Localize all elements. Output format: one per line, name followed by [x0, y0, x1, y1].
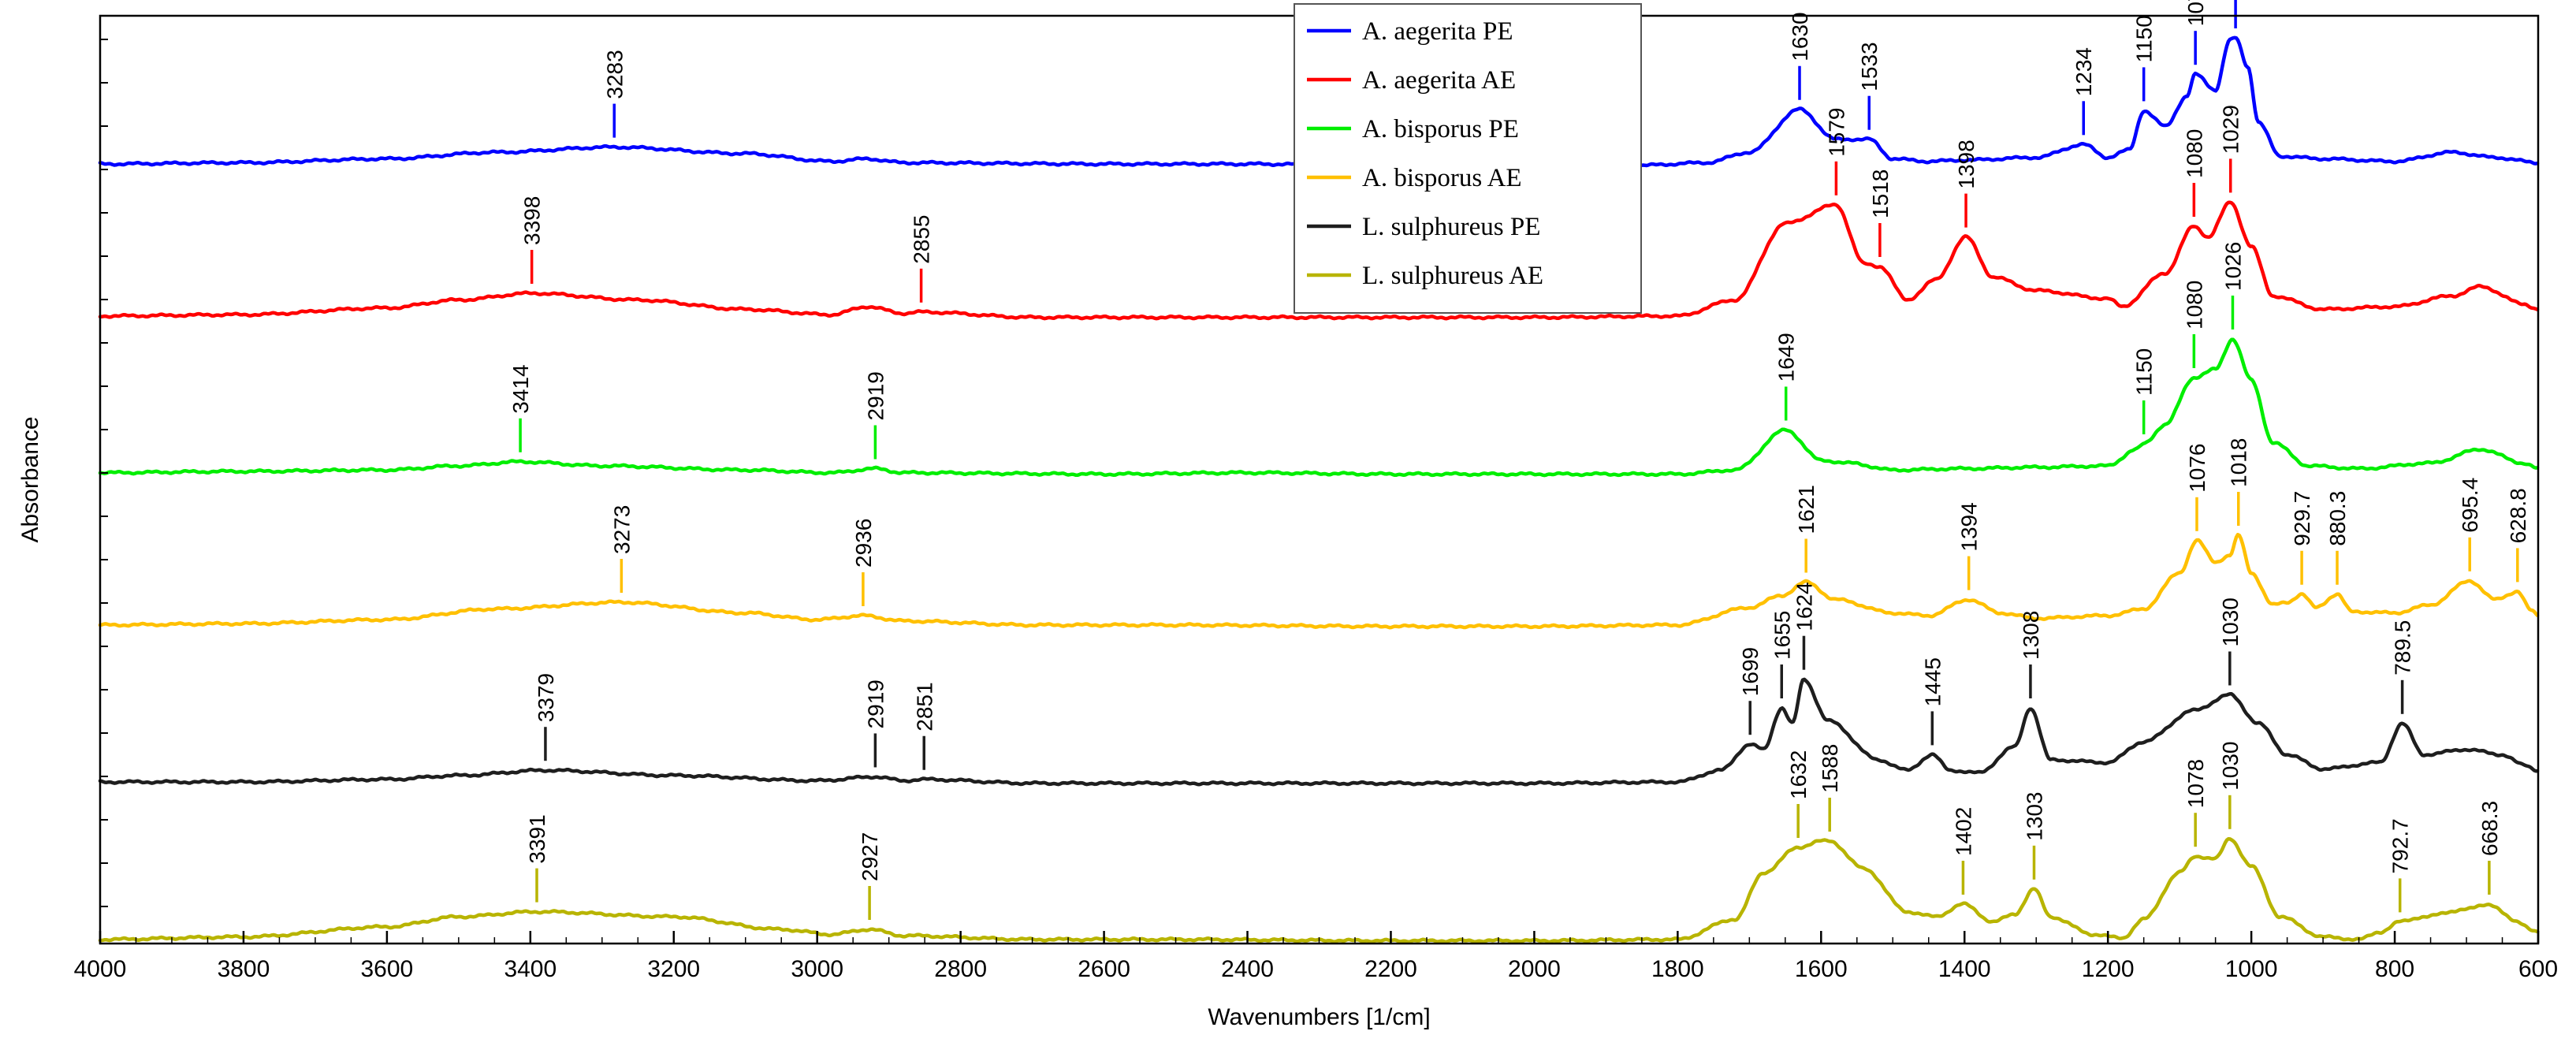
peak-label: 1649: [1774, 333, 1799, 382]
peak-label: 929.7: [2290, 491, 2314, 546]
series-line-l-sulphureus-ae: [98, 836, 2540, 944]
x-tick-label: 1800: [1651, 956, 1704, 982]
x-tick-label: 2800: [934, 956, 987, 982]
peak-label: 1150: [2132, 348, 2157, 396]
x-tick-label: 2400: [1221, 956, 1274, 982]
peak-label: 789.5: [2391, 620, 2415, 676]
peak-label: 1394: [1957, 502, 1982, 551]
legend-entry-l-sulphureus-pe: L. sulphureus PE: [1362, 213, 1540, 241]
peak-label: 2919: [863, 679, 888, 728]
peak-label: 2851: [912, 682, 936, 731]
x-tick-label: 3800: [218, 956, 270, 982]
peak-label: 1026: [2220, 242, 2245, 291]
legend-entry-a-bisporus-pe: A. bisporus PE: [1362, 115, 1519, 143]
legend: A. aegerita PE A. aegerita AE A. bisporus …: [1294, 3, 1642, 314]
peak-label: 1029: [2219, 105, 2243, 154]
x-tick-label: 1400: [1938, 956, 1991, 982]
peak-label: 1624: [1792, 582, 1816, 631]
x-tick-label: 1600: [1795, 956, 1848, 982]
peak-label: 1518: [1868, 169, 1893, 218]
peak-labels-layer: 3283163015331234115010781022339828551579…: [508, 0, 2530, 920]
legend-box: [1294, 3, 1642, 314]
peak-label: 1080: [2182, 129, 2206, 178]
x-tick-label: 3400: [504, 956, 557, 982]
series-line-a-bisporus-pe: [98, 337, 2540, 478]
peak-label: 1402: [1951, 807, 1975, 856]
peak-label: 1655: [1770, 611, 1794, 660]
peak-label: 2936: [851, 519, 876, 568]
peak-label: 695.4: [2458, 478, 2482, 533]
legend-entry-a-aegerita-pe: A. aegerita PE: [1362, 17, 1513, 46]
axes-layer: 4000 3800 3600 3400 3200 3000 2800 2600 2400 2200…: [74, 14, 2558, 982]
peak-label: 3379: [534, 673, 558, 722]
peak-label: 3283: [602, 50, 627, 99]
x-tick-label: 3000: [791, 956, 843, 982]
peak-label: 3391: [525, 814, 549, 863]
peak-label: 668.3: [2477, 801, 2502, 856]
x-tick-label: 2600: [1078, 956, 1130, 982]
x-tick-label: 600: [2518, 956, 2558, 982]
x-tick-label: 800: [2375, 956, 2414, 982]
y-axis-title: Absorbance: [17, 416, 43, 542]
legend-entry-l-sulphureus-ae: L. sulphureus AE: [1362, 262, 1543, 290]
peak-label: 1080: [2182, 281, 2206, 329]
peak-label: 1030: [2218, 742, 2243, 791]
peak-label: 1632: [1786, 750, 1811, 799]
peak-label: 1699: [1738, 647, 1763, 696]
peak-label: 1078: [2183, 759, 2208, 808]
legend-entry-a-bisporus-ae: A. bisporus AE: [1362, 164, 1522, 192]
peak-label: 2927: [858, 832, 882, 881]
series-line-l-sulphureus-pe: [98, 677, 2540, 787]
x-tick-label: 2200: [1364, 956, 1417, 982]
x-tick-label: 3200: [647, 956, 700, 982]
peak-label: 1621: [1794, 485, 1818, 534]
x-tick-label: 1000: [2225, 956, 2278, 982]
peak-label: 1398: [1954, 140, 1979, 188]
peak-label: 2855: [910, 215, 934, 264]
peak-label: 792.7: [2388, 818, 2413, 873]
peak-label: 1078: [2183, 0, 2208, 26]
x-tick-label: 3600: [361, 956, 414, 982]
peak-label: 1076: [2185, 444, 2209, 493]
x-axis-title: Wavenumbers [1/cm]: [1208, 1004, 1430, 1030]
peak-label: 3414: [508, 364, 533, 413]
peak-label: 1018: [2227, 438, 2251, 487]
peak-label: 1234: [2072, 47, 2096, 96]
legend-entry-a-aegerita-ae: A. aegerita AE: [1362, 66, 1516, 95]
peak-label: 1150: [2132, 15, 2157, 62]
peak-label: 1308: [2019, 611, 2043, 660]
peak-label: 3398: [520, 196, 545, 245]
peak-label: 1630: [1788, 12, 1812, 61]
x-tick-label: 1200: [2082, 956, 2135, 982]
peak-label: 2919: [863, 371, 888, 420]
series-line-a-bisporus-ae: [98, 532, 2540, 630]
x-tick-label: 4000: [74, 956, 127, 982]
peak-label: 880.3: [2325, 491, 2350, 546]
peak-label: 1030: [2218, 597, 2243, 646]
peak-label: 1579: [1824, 108, 1848, 157]
peak-label: 628.8: [2506, 488, 2530, 543]
peak-label: 3273: [609, 505, 634, 554]
peak-label: 1303: [2022, 792, 2046, 841]
peak-label: 1445: [1920, 657, 1945, 706]
x-tick-label: 2000: [1508, 956, 1561, 982]
peak-label: 1533: [1857, 42, 1882, 91]
series-line-a-aegerita-ae: [98, 200, 2540, 321]
peak-label: 1588: [1818, 744, 1842, 793]
